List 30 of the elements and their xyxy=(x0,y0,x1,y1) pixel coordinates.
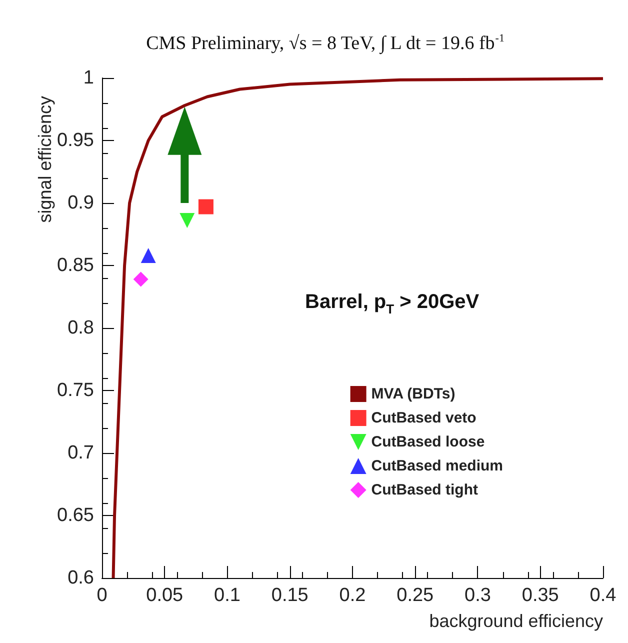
x-tick-label: 0.3 xyxy=(464,585,491,606)
x-axis-title: background efficiency xyxy=(429,611,603,631)
x-tick-label: 0.4 xyxy=(590,585,617,606)
x-tick-label: 0.2 xyxy=(339,585,366,606)
point xyxy=(198,199,214,214)
x-tick-label: 0.35 xyxy=(522,585,559,606)
y-tick-label: 0.8 xyxy=(68,318,94,338)
x-tick-label: 0.25 xyxy=(396,585,434,606)
y-tick-label: 0.75 xyxy=(57,380,94,401)
x-tick-label: 0 xyxy=(96,585,108,606)
legend-label: CutBased veto xyxy=(371,410,476,426)
y-axis-title: signal efficiency xyxy=(35,96,55,223)
y-tick-label: 0.95 xyxy=(57,130,94,151)
legend-label: CutBased medium xyxy=(371,458,504,474)
y-tick-label: 0.6 xyxy=(68,568,94,588)
legend-label: MVA (BDTs) xyxy=(371,386,456,402)
legend-label: CutBased tight xyxy=(371,482,478,498)
y-tick-label: 0.7 xyxy=(68,442,94,464)
point xyxy=(140,248,156,263)
y-tick-label: 0.85 xyxy=(57,255,94,276)
y-tick-label: 0.65 xyxy=(57,505,94,526)
line-series xyxy=(112,77,604,580)
point xyxy=(180,213,195,228)
y-tick-label: 1 xyxy=(83,68,94,88)
x-tick-label: 0.15 xyxy=(271,585,308,606)
legend-label: CutBased loose xyxy=(371,434,485,450)
x-tick-label: 0.1 xyxy=(214,585,240,606)
y-tick-label: 0.9 xyxy=(68,192,94,214)
x-tick-label: 0.05 xyxy=(146,585,184,606)
point xyxy=(133,272,148,287)
